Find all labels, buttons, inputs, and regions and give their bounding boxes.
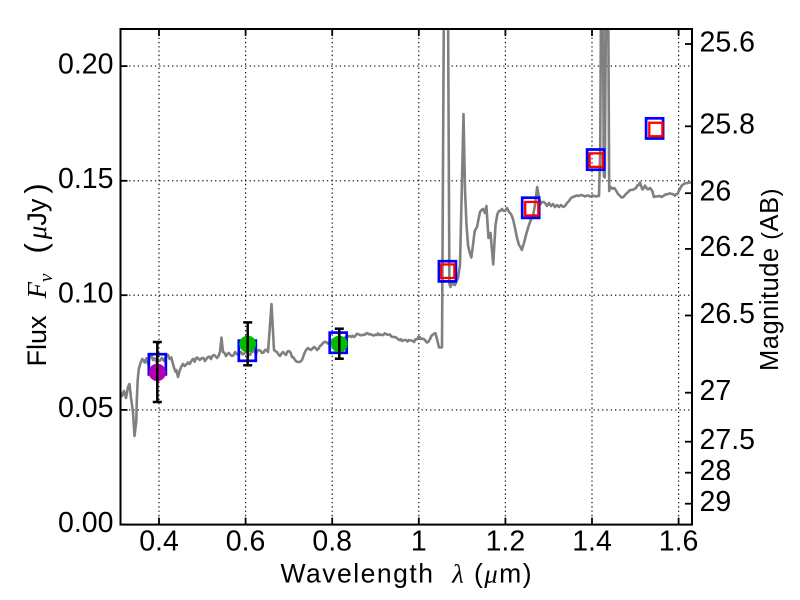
- svg-text:26.5: 26.5: [700, 298, 755, 330]
- svg-text:0.00: 0.00: [58, 507, 113, 539]
- svg-text:0.4: 0.4: [139, 525, 179, 557]
- svg-text:0.15: 0.15: [58, 163, 113, 195]
- svg-text:0.20: 0.20: [58, 48, 113, 80]
- svg-text:27: 27: [700, 375, 732, 407]
- svg-text:0.10: 0.10: [58, 278, 113, 310]
- svg-text:1.2: 1.2: [486, 525, 526, 557]
- svg-text:FluxFν(μJy): FluxFν(μJy): [18, 183, 57, 366]
- svg-text:0.05: 0.05: [58, 392, 113, 424]
- svg-text:1: 1: [411, 525, 427, 557]
- svg-text:29: 29: [700, 486, 732, 518]
- svg-text:1.4: 1.4: [572, 525, 612, 557]
- svg-text:1.6: 1.6: [659, 525, 699, 557]
- svg-text:26: 26: [700, 176, 732, 208]
- svg-text:Magnitude (AB): Magnitude (AB): [756, 188, 784, 371]
- svg-text:0.6: 0.6: [226, 525, 266, 557]
- svg-text:25.6: 25.6: [700, 26, 755, 58]
- svg-text:28: 28: [700, 455, 732, 487]
- svg-text:Wavelength λ (μm): Wavelength λ (μm): [281, 559, 534, 589]
- svg-text:0.8: 0.8: [312, 525, 352, 557]
- svg-text:26.2: 26.2: [700, 231, 755, 263]
- svg-text:27.5: 27.5: [700, 424, 755, 456]
- svg-text:25.8: 25.8: [700, 109, 755, 141]
